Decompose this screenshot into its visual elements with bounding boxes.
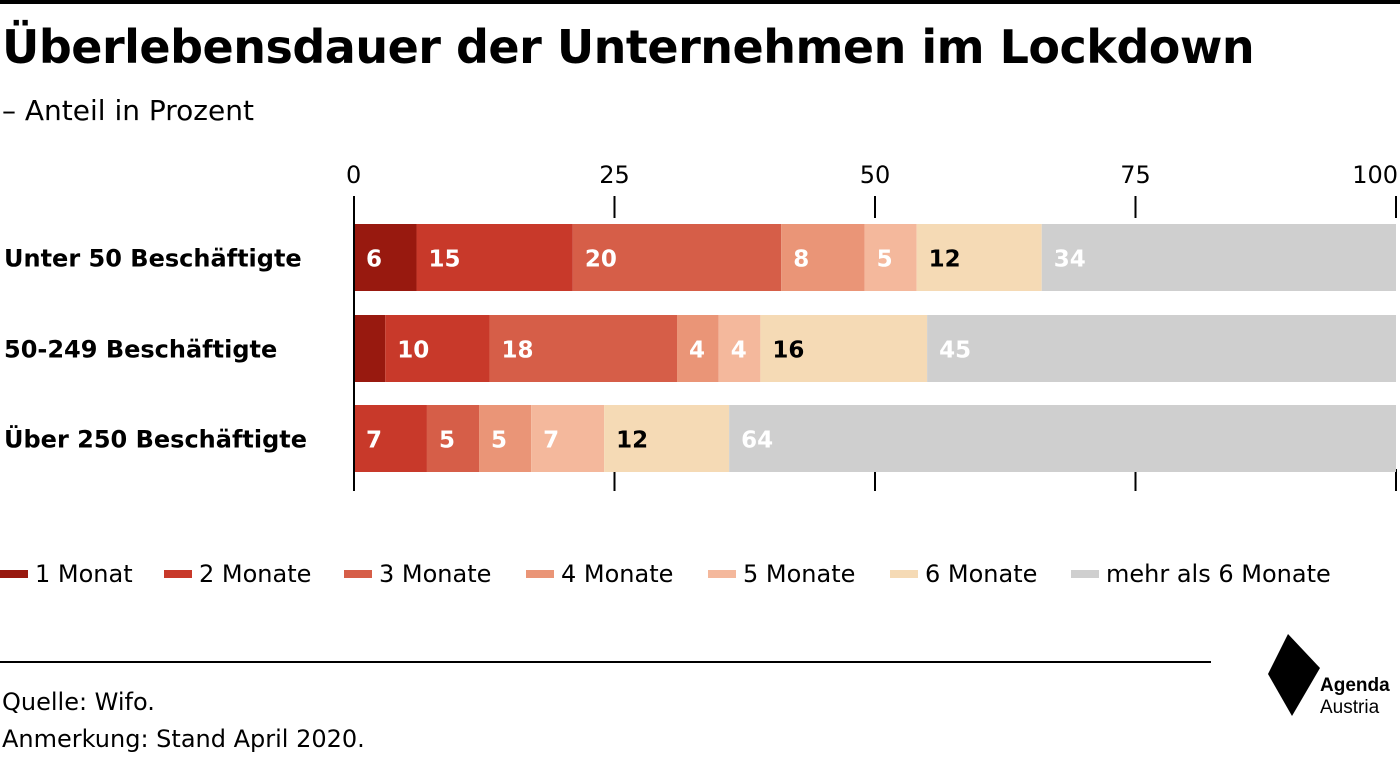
legend-item: 5 Monate — [708, 556, 855, 592]
legend-label: 4 Monate — [561, 560, 674, 588]
legend-label: 1 Monat — [35, 560, 133, 588]
data-label: 5 — [877, 247, 893, 273]
footer-rule — [0, 661, 1211, 663]
chart-title: Überlebensdauer der Unternehmen im Lockd… — [2, 20, 1255, 74]
bar-segment — [426, 405, 480, 472]
bar-segment — [718, 315, 761, 382]
legend-item: 2 Monate — [164, 556, 311, 592]
data-label: 10 — [397, 338, 429, 364]
legend-swatch — [164, 570, 192, 578]
data-label: 7 — [543, 428, 559, 454]
bar-segment — [354, 315, 386, 382]
note-text: Anmerkung: Stand April 2020. — [2, 725, 365, 753]
x-tick-label-50: 50 — [860, 161, 891, 189]
legend-item: mehr als 6 Monate — [1071, 556, 1331, 592]
bar-segment — [677, 315, 719, 382]
legend-swatch — [890, 570, 918, 578]
legend-label: mehr als 6 Monate — [1106, 560, 1331, 588]
data-label: 15 — [429, 247, 461, 273]
data-label: 4 — [731, 338, 747, 364]
legend: 1 Monat 2 Monate 3 Monate 4 Monate 5 Monate 6… — [0, 556, 1400, 592]
data-label: 20 — [585, 247, 617, 273]
bar-segment — [760, 315, 928, 382]
logo-text-agenda: Agenda — [1320, 675, 1390, 696]
bar-segment — [1041, 224, 1396, 291]
category-label: 50-249 Beschäftigte — [4, 336, 277, 364]
data-label: 7 — [366, 428, 382, 454]
bar-segment — [385, 315, 490, 382]
x-tick-label-25: 25 — [599, 161, 630, 189]
category-label: Über 250 Beschäftigte — [4, 424, 307, 454]
bar-segment — [927, 315, 1396, 382]
data-label: 4 — [689, 338, 705, 364]
legend-label: 3 Monate — [379, 560, 492, 588]
data-label: 18 — [501, 338, 533, 364]
legend-label: 2 Monate — [199, 560, 312, 588]
category-label: Unter 50 Beschäftigte — [4, 245, 302, 273]
bar-segment — [416, 224, 573, 291]
x-tick-label-0: 0 — [346, 161, 361, 189]
bar-segment — [531, 405, 605, 472]
agenda-austria-logo-icon — [1268, 634, 1320, 716]
legend-swatch — [0, 570, 28, 578]
data-label: 12 — [616, 428, 648, 454]
data-label: 5 — [491, 428, 507, 454]
legend-swatch — [1071, 570, 1099, 578]
legend-label: 5 Monate — [743, 560, 856, 588]
data-label: 5 — [439, 428, 455, 454]
data-label: 8 — [793, 247, 809, 273]
bar-segment — [354, 405, 427, 472]
data-label: 34 — [1054, 247, 1086, 273]
source-text: Quelle: Wifo. — [2, 688, 155, 716]
legend-item: 6 Monate — [890, 556, 1037, 592]
bar-segment — [604, 405, 730, 472]
bar-segment — [489, 315, 678, 382]
x-tick-label-75: 75 — [1120, 161, 1151, 189]
bar-segment — [916, 224, 1042, 291]
bar-segment — [479, 405, 532, 472]
data-label: 64 — [741, 428, 773, 454]
bar-segment — [572, 224, 782, 291]
legend-label: 6 Monate — [925, 560, 1038, 588]
legend-swatch — [708, 570, 736, 578]
legend-item: 4 Monate — [526, 556, 673, 592]
bar-segment — [864, 224, 917, 291]
bar-segment — [729, 405, 1396, 472]
legend-swatch — [526, 570, 554, 578]
data-label: 6 — [366, 247, 382, 273]
x-tick-label-100: 100 — [1352, 161, 1398, 189]
legend-item: 3 Monate — [344, 556, 491, 592]
bar-segment — [354, 224, 417, 291]
data-label: 12 — [929, 247, 961, 273]
legend-item: 1 Monat — [0, 556, 133, 592]
bar-segment — [781, 224, 865, 291]
data-label: 16 — [772, 338, 804, 364]
data-label: 45 — [939, 338, 971, 364]
logo-text-austria: Austria — [1320, 697, 1380, 718]
legend-swatch — [344, 570, 372, 578]
top-rule — [0, 0, 1400, 4]
chart-subtitle: – Anteil in Prozent — [2, 94, 254, 127]
